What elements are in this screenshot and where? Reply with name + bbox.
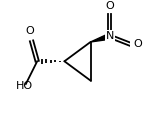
Text: HO: HO [16, 81, 33, 91]
Text: O: O [105, 1, 114, 11]
Text: O: O [25, 26, 34, 36]
Text: N: N [106, 31, 114, 41]
Polygon shape [91, 34, 111, 42]
Text: O: O [133, 39, 142, 49]
